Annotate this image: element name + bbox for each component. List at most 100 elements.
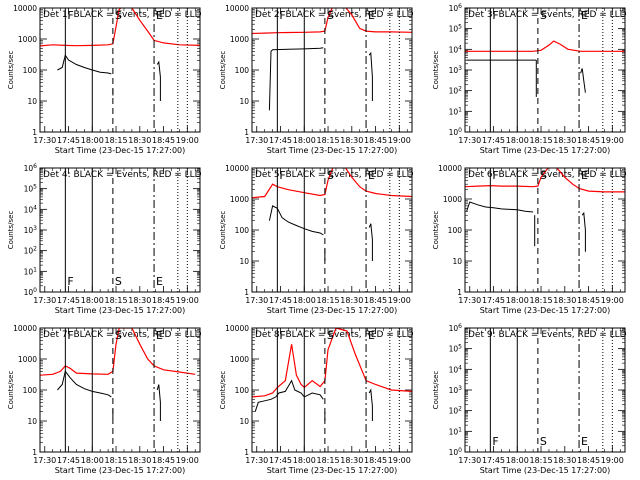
y-axis-label: Counts/sec — [219, 51, 227, 90]
x-tick-label: 18:30 — [128, 456, 151, 465]
y-axis-label: Counts/sec — [432, 211, 440, 250]
panel-det-6: Det 6: BLACK = Events, RED = LLD 1 10 100 10… — [432, 164, 627, 315]
marker-label: E — [581, 169, 588, 182]
x-tick-label: 18:00 — [293, 136, 316, 145]
panel-title: Det 5: BLACK = Events, RED = LLD — [255, 170, 414, 180]
plot-frame — [464, 327, 626, 453]
x-axis-label: Start Time (23-Dec-15 17:27:00) — [267, 146, 398, 155]
panel-title: Det 7: BLACK = Events, RED = LLD — [43, 330, 202, 340]
events-series-line — [57, 53, 112, 75]
panel-det-8: Det 8: BLACK = Events, RED = LLD 1 10 100 10… — [219, 324, 414, 475]
y-tick-label: 10 — [239, 417, 249, 426]
x-tick-label: 18:15 — [105, 456, 128, 465]
y-tick-label: 10 — [239, 257, 249, 266]
marker-label: F — [279, 9, 285, 22]
marker-label: S — [540, 435, 547, 448]
panel-title: Det 3: BLACK = Events, RED = LLD — [468, 10, 627, 20]
events-series-line — [466, 201, 534, 213]
x-tick-label: 18:00 — [506, 136, 529, 145]
marker-label: E — [156, 329, 163, 342]
y-axis-label: Counts/sec — [219, 211, 227, 250]
marker-label: S — [327, 329, 334, 342]
x-tick-label: 19:00 — [388, 136, 411, 145]
lld-series-line — [40, 328, 196, 376]
panel-det-9: Det 9: BLACK = Events, RED = LLD 100 101 10… — [432, 323, 627, 475]
x-tick-label: 17:30 — [33, 456, 56, 465]
y-axis-label: Counts/sec — [7, 211, 15, 250]
marker-label: E — [581, 435, 588, 448]
y-tick-label: 103 — [449, 385, 463, 395]
y-tick-label: 1000 — [18, 35, 37, 44]
y-axis-label: Counts/sec — [219, 371, 227, 410]
x-tick-label: 18:30 — [340, 136, 363, 145]
y-axis-label: Counts/sec — [7, 51, 15, 90]
y-tick-label: 105 — [24, 184, 38, 194]
x-tick-label: 18:30 — [128, 296, 151, 305]
x-axis-label: Start Time (23-Dec-15 17:27:00) — [267, 306, 398, 315]
y-tick-label: 100 — [235, 226, 250, 235]
y-tick-label: 10000 — [225, 164, 249, 173]
y-tick-label: 102 — [449, 86, 463, 96]
y-tick-label: 1 — [244, 448, 249, 457]
events-series-line — [368, 223, 373, 261]
events-series-line — [368, 388, 373, 421]
y-tick-label: 1000 — [230, 35, 249, 44]
lld-series-line — [40, 8, 200, 47]
x-tick-label: 17:45 — [57, 136, 80, 145]
x-axis-label: Start Time (23-Dec-15 17:27:00) — [55, 146, 186, 155]
y-tick-label: 101 — [24, 266, 38, 276]
x-tick-label: 18:00 — [506, 456, 529, 465]
x-tick-label: 18:15 — [317, 136, 340, 145]
panel-det-4: Det 4: BLACK = Events, RED = LLD 100 101 10… — [7, 163, 202, 315]
x-tick-label: 17:30 — [458, 296, 481, 305]
x-tick-label: 18:15 — [317, 296, 340, 305]
x-tick-label: 19:00 — [176, 456, 199, 465]
x-tick-label: 17:45 — [269, 136, 292, 145]
x-tick-label: 18:15 — [317, 456, 340, 465]
y-tick-label: 100 — [235, 66, 250, 75]
x-tick-label: 18:15 — [105, 296, 128, 305]
x-tick-label: 18:00 — [81, 456, 104, 465]
y-tick-label: 10 — [452, 257, 462, 266]
events-series-line — [254, 379, 324, 412]
x-tick-label: 18:15 — [530, 136, 553, 145]
x-tick-label: 18:30 — [340, 456, 363, 465]
plot-frame — [39, 327, 201, 453]
y-tick-label: 1000 — [230, 355, 249, 364]
y-tick-label: 100 — [24, 287, 38, 297]
events-series-line — [57, 370, 112, 398]
events-series-line — [581, 211, 586, 252]
y-tick-label: 10000 — [438, 164, 462, 173]
y-tick-label: 100 — [449, 447, 463, 457]
x-tick-label: 19:00 — [388, 296, 411, 305]
x-axis-label: Start Time (23-Dec-15 17:27:00) — [55, 466, 186, 475]
x-tick-label: 18:00 — [506, 296, 529, 305]
marker-label: S — [540, 9, 547, 22]
events-series-line — [156, 384, 161, 421]
x-tick-label: 18:45 — [152, 296, 175, 305]
plot-frame — [251, 167, 413, 293]
marker-label: F — [67, 9, 73, 22]
x-tick-label: 19:00 — [388, 456, 411, 465]
y-tick-label: 1 — [457, 288, 462, 297]
marker-label: E — [156, 275, 163, 288]
y-tick-label: 102 — [449, 406, 463, 416]
x-tick-label: 17:30 — [458, 456, 481, 465]
x-tick-label: 17:45 — [482, 296, 505, 305]
y-tick-label: 1000 — [230, 195, 249, 204]
x-tick-label: 17:30 — [245, 456, 268, 465]
y-tick-label: 101 — [449, 426, 463, 436]
plot-frame — [39, 167, 201, 293]
x-tick-label: 18:30 — [553, 136, 576, 145]
y-tick-label: 10000 — [13, 324, 37, 333]
x-axis-label: Start Time (23-Dec-15 17:27:00) — [480, 466, 611, 475]
lld-series-line — [252, 8, 412, 35]
plot-frame — [251, 7, 413, 133]
plot-frame — [464, 167, 626, 293]
lld-series-line — [252, 168, 412, 199]
panel-det-5: Det 5: BLACK = Events, RED = LLD 1 10 100 10… — [219, 164, 414, 315]
x-tick-label: 17:45 — [269, 456, 292, 465]
lld-series-line — [465, 40, 625, 52]
x-tick-label: 17:45 — [482, 136, 505, 145]
x-tick-label: 18:30 — [128, 136, 151, 145]
